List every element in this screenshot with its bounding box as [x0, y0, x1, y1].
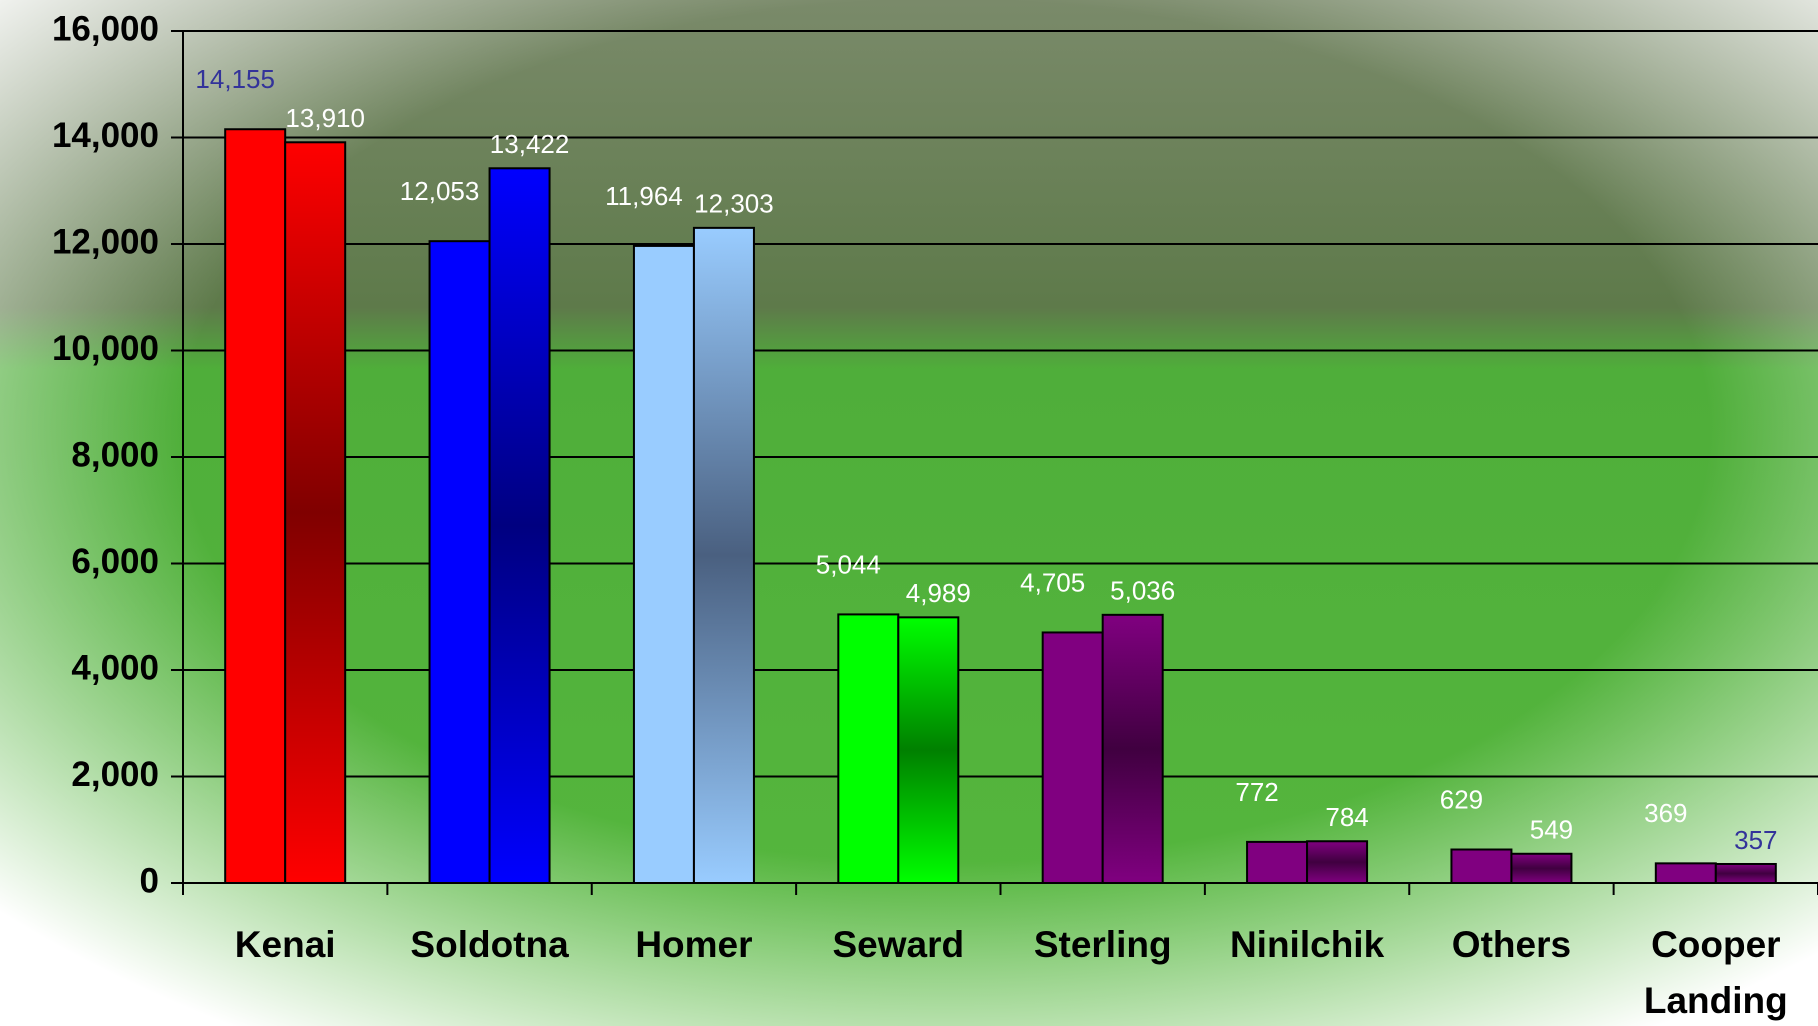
bar — [1714, 862, 1777, 884]
value-label: 11,964 — [605, 181, 683, 211]
y-tick-label: 4,000 — [71, 648, 159, 687]
value-label: 4,705 — [1020, 567, 1085, 597]
x-tick-label: Seward — [833, 924, 965, 965]
y-tick-label: 16,000 — [52, 9, 159, 48]
value-label: 549 — [1530, 815, 1573, 845]
bar — [1510, 852, 1573, 884]
value-label: 4,989 — [906, 578, 971, 608]
y-tick-label: 8,000 — [71, 435, 159, 474]
bar — [1041, 631, 1104, 884]
bar — [428, 240, 491, 885]
x-tick-label: Kenai — [235, 924, 336, 965]
value-label: 13,910 — [285, 103, 365, 133]
value-label: 784 — [1325, 802, 1368, 832]
bar — [284, 141, 347, 885]
value-label: 5,036 — [1110, 576, 1175, 606]
x-tick-label: Others — [1452, 924, 1571, 965]
y-tick-label: 14,000 — [52, 116, 159, 155]
value-label: 772 — [1235, 777, 1278, 807]
value-label: 357 — [1734, 825, 1777, 855]
x-tick-label: Ninilchik — [1230, 924, 1385, 965]
y-tick-label: 12,000 — [52, 222, 159, 261]
value-label: 369 — [1644, 798, 1687, 828]
y-tick-label: 0 — [140, 861, 159, 900]
y-tick-label: 10,000 — [52, 329, 159, 368]
x-tick-label: Homer — [635, 924, 752, 965]
bar — [692, 226, 755, 885]
value-label: 13,422 — [490, 129, 570, 159]
bar — [837, 613, 900, 884]
value-label: 14,155 — [195, 64, 275, 94]
bar — [632, 244, 695, 885]
value-label: 629 — [1440, 784, 1483, 814]
y-tick-label: 2,000 — [71, 755, 159, 794]
bar — [897, 616, 960, 884]
bar — [1450, 848, 1513, 884]
value-label: 12,303 — [694, 189, 774, 219]
bar — [1654, 862, 1717, 885]
bar — [1246, 840, 1309, 884]
value-label: 12,053 — [400, 176, 480, 206]
x-tick-label: Cooper Landing — [1644, 924, 1788, 1021]
bar — [1101, 613, 1164, 884]
y-tick-label: 6,000 — [71, 542, 159, 581]
x-tick-label: Sterling — [1034, 924, 1172, 965]
x-tick-label: Soldotna — [410, 924, 569, 965]
bar — [488, 167, 551, 884]
bar — [1306, 840, 1369, 885]
bar — [224, 128, 287, 884]
value-label: 5,044 — [816, 549, 881, 579]
